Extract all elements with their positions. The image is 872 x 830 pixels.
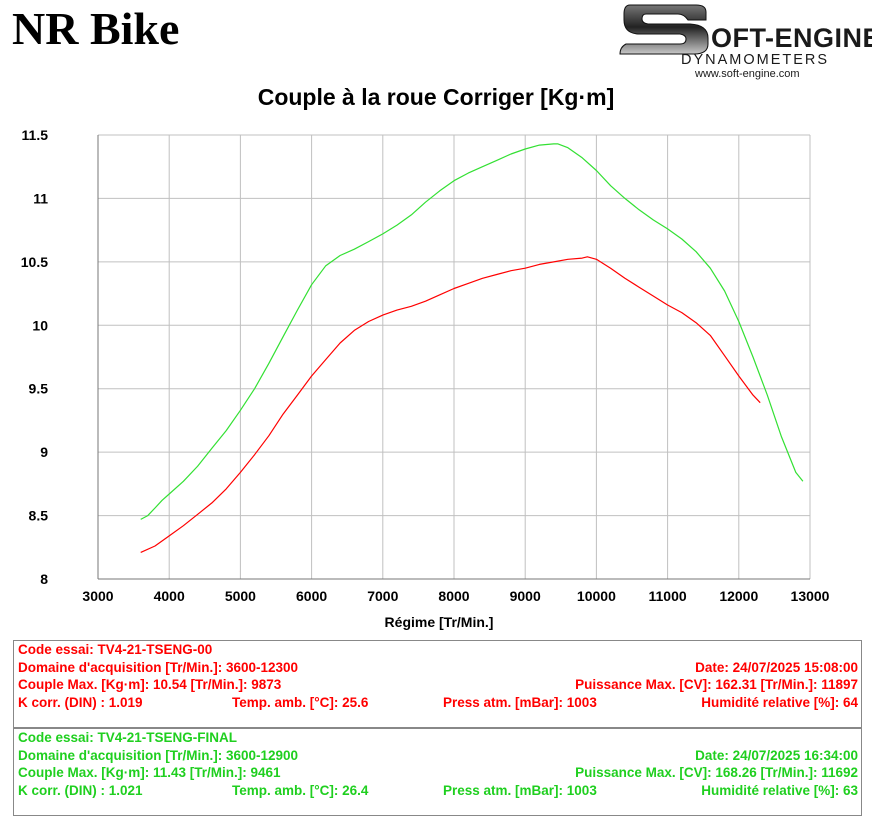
test-date: Date: 24/07/2025 15:08:00 [695, 659, 858, 675]
y-tick-label: 10 [32, 317, 48, 333]
test-code: Code essai: TV4-21-TSENG-00 [18, 642, 213, 657]
test-power-max: Puissance Max. [CV]: 162.31 [Tr/Min.]: 1… [575, 677, 858, 692]
soft-engine-logo: OFT-ENGINE DYNAMOMETERS www.soft-engine.… [618, 0, 872, 84]
x-tick-label: 8000 [438, 588, 469, 604]
x-tick-label: 10000 [577, 588, 616, 604]
logo-url: www.soft-engine.com [694, 68, 800, 80]
y-tick-label: 9 [40, 444, 48, 460]
logo-tagline: DYNAMOMETERS [681, 52, 829, 68]
test-temp: Temp. amb. [°C]: 25.6 [232, 694, 369, 710]
test-pressure: Press atm. [mBar]: 1003 [443, 782, 597, 798]
x-tick-label: 4000 [154, 588, 185, 604]
test-power-max: Puissance Max. [CV]: 168.26 [Tr/Min.]: 1… [575, 765, 858, 780]
test-pressure: Press atm. [mBar]: 1003 [443, 694, 597, 710]
test-info-panel-2: Code essai: TV4-21-TSENG-FINAL Domaine d… [13, 728, 862, 816]
test-k-corr: K corr. (DIN) : 1.019 [18, 694, 143, 710]
test-humidity: Humidité relative [%]: 63 [701, 782, 858, 798]
soft-engine-logo-graphic: OFT-ENGINE DYNAMOMETERS www.soft-engine.… [619, 4, 872, 80]
logo-name: OFT-ENGINE [711, 23, 872, 53]
test-domain: Domaine d'acquisition [Tr/Min.]: 3600-12… [18, 747, 299, 763]
x-axis-label: Régime [Tr/Min.] [385, 614, 494, 630]
x-tick-label: 9000 [510, 588, 541, 604]
y-tick-label: 8 [40, 571, 48, 587]
test-date: Date: 24/07/2025 16:34:00 [695, 747, 858, 763]
test-torque-max: Couple Max. [Kg·m]: 10.54 [Tr/Min.]: 987… [18, 677, 282, 692]
chart-series [140, 143, 804, 553]
chart-axes [97, 135, 810, 580]
test-humidity: Humidité relative [%]: 64 [701, 694, 858, 710]
brand-title: NR Bike [12, 3, 180, 54]
y-tick-label: 11.5 [22, 127, 49, 143]
series-line-2 [140, 143, 804, 520]
test-k-corr: K corr. (DIN) : 1.021 [18, 782, 143, 798]
test-temp: Temp. amb. [°C]: 26.4 [232, 782, 369, 798]
x-tick-label: 3000 [82, 588, 113, 604]
test-domain: Domaine d'acquisition [Tr/Min.]: 3600-12… [18, 659, 299, 675]
y-tick-label: 9.5 [29, 381, 49, 397]
chart-tick-labels: 3000 4000 5000 6000 7000 8000 9000 10000 11000 12… [21, 127, 830, 604]
y-tick-label: 10.5 [21, 254, 48, 270]
x-tick-label: 6000 [296, 588, 327, 604]
torque-chart: 3000 4000 5000 6000 7000 8000 9000 10000 11000 12… [21, 127, 830, 630]
x-tick-label: 12000 [719, 588, 758, 604]
x-tick-label: 5000 [225, 588, 256, 604]
test-info-panel-1: Code essai: TV4-21-TSENG-00 Domaine d'ac… [13, 640, 862, 728]
test-torque-max: Couple Max. [Kg·m]: 11.43 [Tr/Min.]: 946… [18, 765, 281, 780]
chart-grid [97, 134, 811, 580]
y-tick-label: 11 [33, 190, 48, 206]
x-tick-label: 11000 [649, 588, 687, 604]
series-line-1 [140, 256, 761, 553]
x-tick-label: 13000 [791, 588, 830, 604]
test-code: Code essai: TV4-21-TSENG-FINAL [18, 730, 238, 745]
x-tick-label: 7000 [367, 588, 398, 604]
chart-title: Couple à la roue Corriger [Kg·m] [257, 84, 615, 110]
y-tick-label: 8.5 [29, 508, 49, 524]
